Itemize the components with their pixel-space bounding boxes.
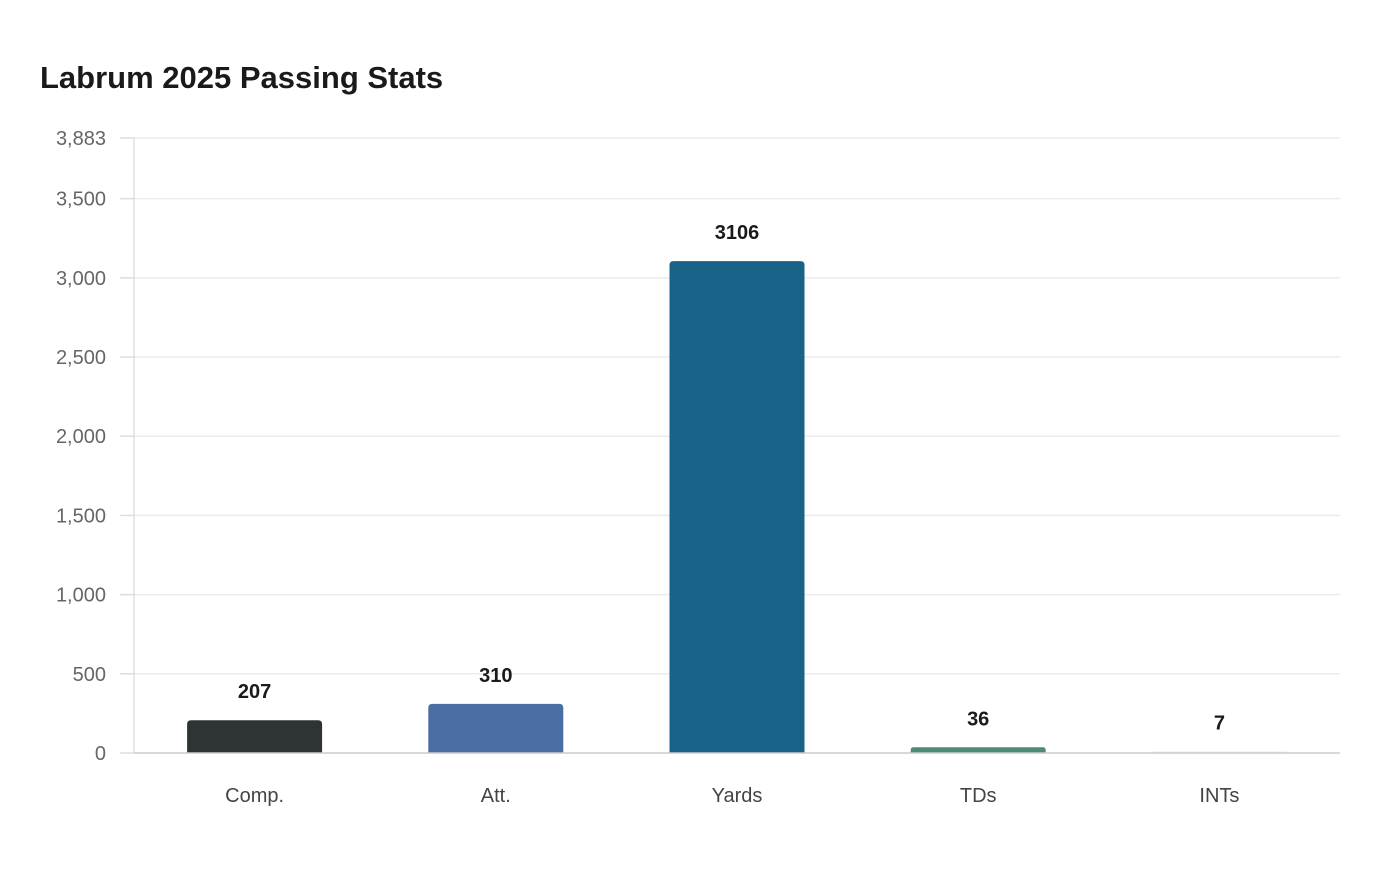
y-tick-label: 2,500 [56,347,106,369]
bar-value-label: 36 [967,708,989,730]
y-tick-label: 3,000 [56,268,106,290]
bar [428,703,564,753]
bar [669,261,805,753]
y-tick-label: 500 [73,664,106,686]
y-tick-label: 2,000 [56,426,106,448]
x-axis-labels: Comp. Att. Yards TDs INTs [225,785,1239,807]
bar [910,747,1046,753]
y-tick-label: 1,000 [56,585,106,607]
y-tick-label: 3,883 [56,128,106,150]
bar-value-label: 310 [479,665,512,687]
y-tick-label: 0 [95,743,106,765]
bars [187,261,1287,753]
chart-title: Labrum 2025 Passing Stats [40,60,444,95]
x-tick-label: INTs [1199,785,1239,807]
y-tick-label: 1,500 [56,505,106,527]
value-labels: 207 310 3106 36 7 [238,222,1225,734]
bar-value-label: 3106 [715,222,760,244]
x-tick-label: Yards [712,785,763,807]
y-tick-label: 3,500 [56,189,106,211]
y-axis-ticks: 0 500 1,000 1,500 2,000 2,500 3,000 3,500 3,883 [56,128,134,765]
bar-value-label: 7 [1214,713,1225,735]
bar [187,720,323,753]
bar-value-label: 207 [238,681,271,703]
x-tick-label: Att. [481,785,511,807]
x-tick-label: Comp. [225,785,284,807]
x-tick-label: TDs [960,785,997,807]
